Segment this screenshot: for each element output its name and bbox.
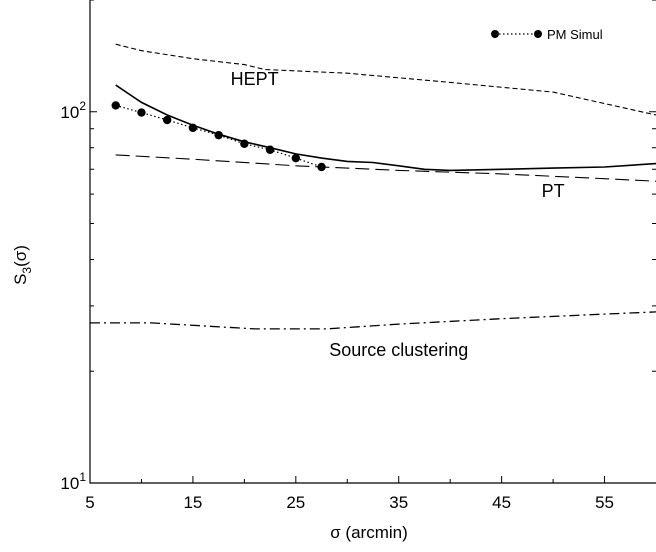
pm-simul-point (137, 108, 146, 117)
x-tick-label: 35 (389, 493, 408, 512)
legend-label: PM Simul (547, 27, 603, 42)
axis-ticks: 5 15 25 35 45 55 101 102 (60, 0, 656, 512)
x-tick-label: 25 (286, 493, 305, 512)
annotation-label: PT (542, 181, 565, 201)
series-short-dash-line (115, 43, 656, 116)
plot-frame (89, 0, 656, 484)
x-tick-label: 45 (492, 493, 511, 512)
pm-simul-markers (111, 101, 326, 172)
legend-marker (491, 30, 499, 38)
y-axis-label: S3(σ) (11, 245, 34, 285)
legend: PM Simul (491, 27, 603, 42)
legend-marker (534, 30, 542, 38)
pm-simul-point (265, 145, 275, 154)
pm-simul-point (162, 115, 172, 125)
pm-simul-point (291, 153, 301, 163)
pm-simul-point (214, 130, 223, 140)
curves (90, 43, 656, 330)
annotation-label: HEPT (231, 69, 279, 89)
y-axis-label-text: S3(σ) (11, 245, 34, 285)
pm-simul-point (317, 162, 326, 172)
y-tick-label: 102 (60, 99, 86, 122)
series-dash-dot-line (90, 311, 656, 330)
x-tick-label: 55 (595, 493, 614, 512)
y-tick-label: 101 (60, 470, 86, 493)
x-tick-label: 5 (85, 493, 94, 512)
x-axis-label: σ (arcmin) (330, 523, 408, 542)
series-solid-line (115, 84, 656, 172)
annotations: HEPT PT Source clustering (231, 69, 565, 360)
pm-simul-point (111, 101, 120, 110)
axis-lines (89, 0, 656, 484)
series-long-dash-line (115, 154, 656, 182)
pm-simul-point (188, 123, 198, 133)
x-tick-label: 15 (183, 493, 202, 512)
annotation-label: Source clustering (329, 340, 468, 360)
pm-simul-point (240, 139, 249, 148)
